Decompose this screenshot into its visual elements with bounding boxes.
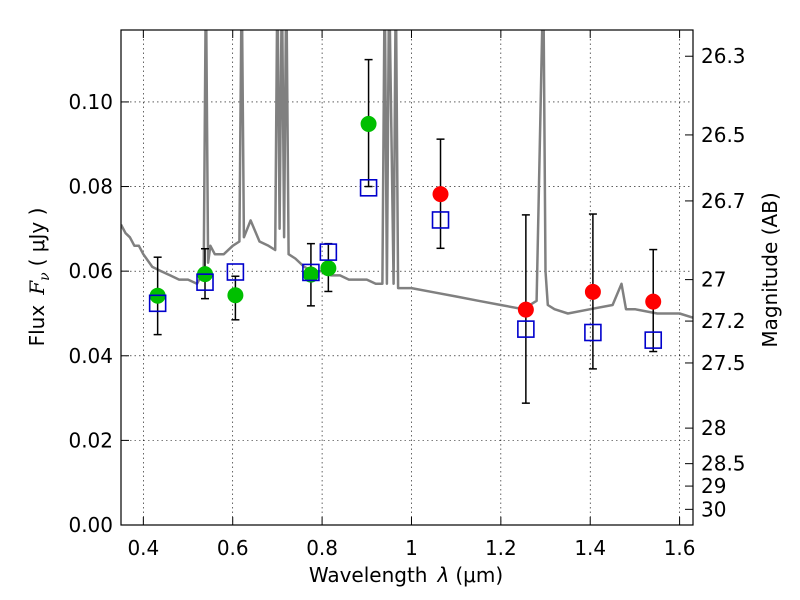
x-axis-label: Wavelength λ (μm) [309, 563, 503, 587]
observed-flux-point [645, 293, 662, 310]
x-tick-label: 1 [405, 536, 418, 560]
y2-tick-label: 26.3 [701, 44, 746, 68]
y-tick-label: 0.00 [68, 513, 113, 537]
y-tick-label: 0.04 [68, 344, 113, 368]
x-tick-label: 1.4 [574, 536, 606, 560]
model-flux-square [302, 263, 320, 282]
y2-tick-label: 29 [701, 474, 726, 498]
x-tick-label: 1.6 [664, 536, 696, 560]
x-tick-label: 0.6 [217, 536, 249, 560]
y2-tick-label: 27.2 [701, 309, 746, 333]
y-axis-label: FluxFν( μJy ) [25, 208, 53, 347]
observed-flux-point [360, 115, 377, 132]
y-tick-label: 0.06 [68, 259, 113, 283]
y2-tick-label: 28 [701, 416, 726, 440]
x-tick-label: 0.4 [127, 536, 159, 560]
observed-flux-point [432, 186, 449, 203]
model-flux-square [517, 320, 535, 338]
axis-ticks: 0.4 0.6 0.8 1 1.2 1.4 1.6 0.00 0.02 0.04 0.06 0.08 0… [68, 30, 746, 560]
model-flux-square [644, 331, 663, 349]
observed-flux-point [320, 260, 337, 277]
model-flux-square [196, 273, 214, 291]
model-flux-square [226, 263, 245, 281]
observed-flux-point [227, 287, 244, 304]
y-tick-label: 0.10 [68, 90, 113, 114]
model-flux-square [319, 243, 338, 261]
model-flux-square [584, 323, 602, 342]
y2-tick-label: 26.7 [701, 189, 746, 213]
y2-tick-label: 27.5 [701, 351, 746, 375]
y-tick-label: 0.02 [68, 428, 113, 452]
observed-flux-point [517, 301, 534, 318]
observed-flux-point [584, 283, 601, 300]
x-tick-label: 1.2 [485, 536, 517, 560]
model-flux-square [359, 179, 378, 197]
grid-lines [121, 30, 693, 526]
plot-frame [120, 29, 694, 526]
model-flux-square [431, 211, 450, 229]
y-tick-label: 0.08 [68, 175, 113, 199]
y2-tick-label: 27 [701, 268, 726, 292]
y2-axis-label: Magnitude (AB) [758, 192, 782, 347]
y2-tick-label: 28.5 [701, 452, 746, 476]
x-tick-label: 0.8 [306, 536, 338, 560]
data-points-layer [148, 58, 663, 404]
y2-tick-label: 30 [701, 497, 726, 521]
y2-tick-label: 26.5 [701, 123, 746, 147]
model-flux-square [148, 294, 167, 313]
